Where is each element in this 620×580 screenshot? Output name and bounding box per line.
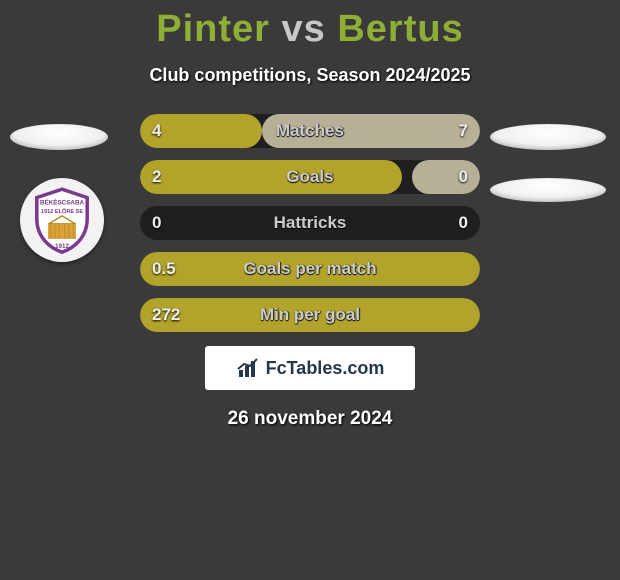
subtitle: Club competitions, Season 2024/2025 <box>0 65 620 86</box>
stat-label: Matches <box>140 114 480 148</box>
stat-row: 0.5 Goals per match <box>140 252 480 286</box>
stat-value-right: 7 <box>459 114 468 148</box>
stat-label: Goals <box>140 160 480 194</box>
stat-label: Goals per match <box>140 252 480 286</box>
stat-label: Hattricks <box>140 206 480 240</box>
player-b-name: Bertus <box>337 8 463 50</box>
stat-value-right: 0 <box>459 160 468 194</box>
team-a-club-crest: BÉKÉSCSABA 1912 ELŐRE SE 1912 <box>20 178 104 262</box>
brand-text: FcTables.com <box>266 358 385 379</box>
page-title: Pinter vs Bertus <box>0 0 620 51</box>
stat-row: 272 Min per goal <box>140 298 480 332</box>
oval-placeholder-icon <box>10 124 108 150</box>
team-b-badge-2 <box>490 178 606 202</box>
svg-text:BÉKÉSCSABA: BÉKÉSCSABA <box>40 198 85 207</box>
team-a-badge-1 <box>10 124 108 150</box>
stat-row: 2 Goals 0 <box>140 160 480 194</box>
stat-row: 0 Hattricks 0 <box>140 206 480 240</box>
team-b-badge-1 <box>490 124 606 150</box>
stat-label: Min per goal <box>140 298 480 332</box>
player-a-name: Pinter <box>156 8 270 50</box>
bekescsaba-crest-icon: BÉKÉSCSABA 1912 ELŐRE SE 1912 <box>20 178 104 262</box>
stat-value-right: 0 <box>459 206 468 240</box>
oval-placeholder-icon <box>490 124 606 150</box>
svg-text:1912 ELŐRE SE: 1912 ELŐRE SE <box>41 208 84 215</box>
brand-badge: FcTables.com <box>205 346 415 390</box>
stat-row: 4 Matches 7 <box>140 114 480 148</box>
bar-chart-icon <box>236 356 260 380</box>
date-label: 26 november 2024 <box>0 408 620 430</box>
oval-placeholder-icon <box>490 178 606 202</box>
svg-text:1912: 1912 <box>55 243 70 250</box>
vs-label: vs <box>282 8 326 50</box>
